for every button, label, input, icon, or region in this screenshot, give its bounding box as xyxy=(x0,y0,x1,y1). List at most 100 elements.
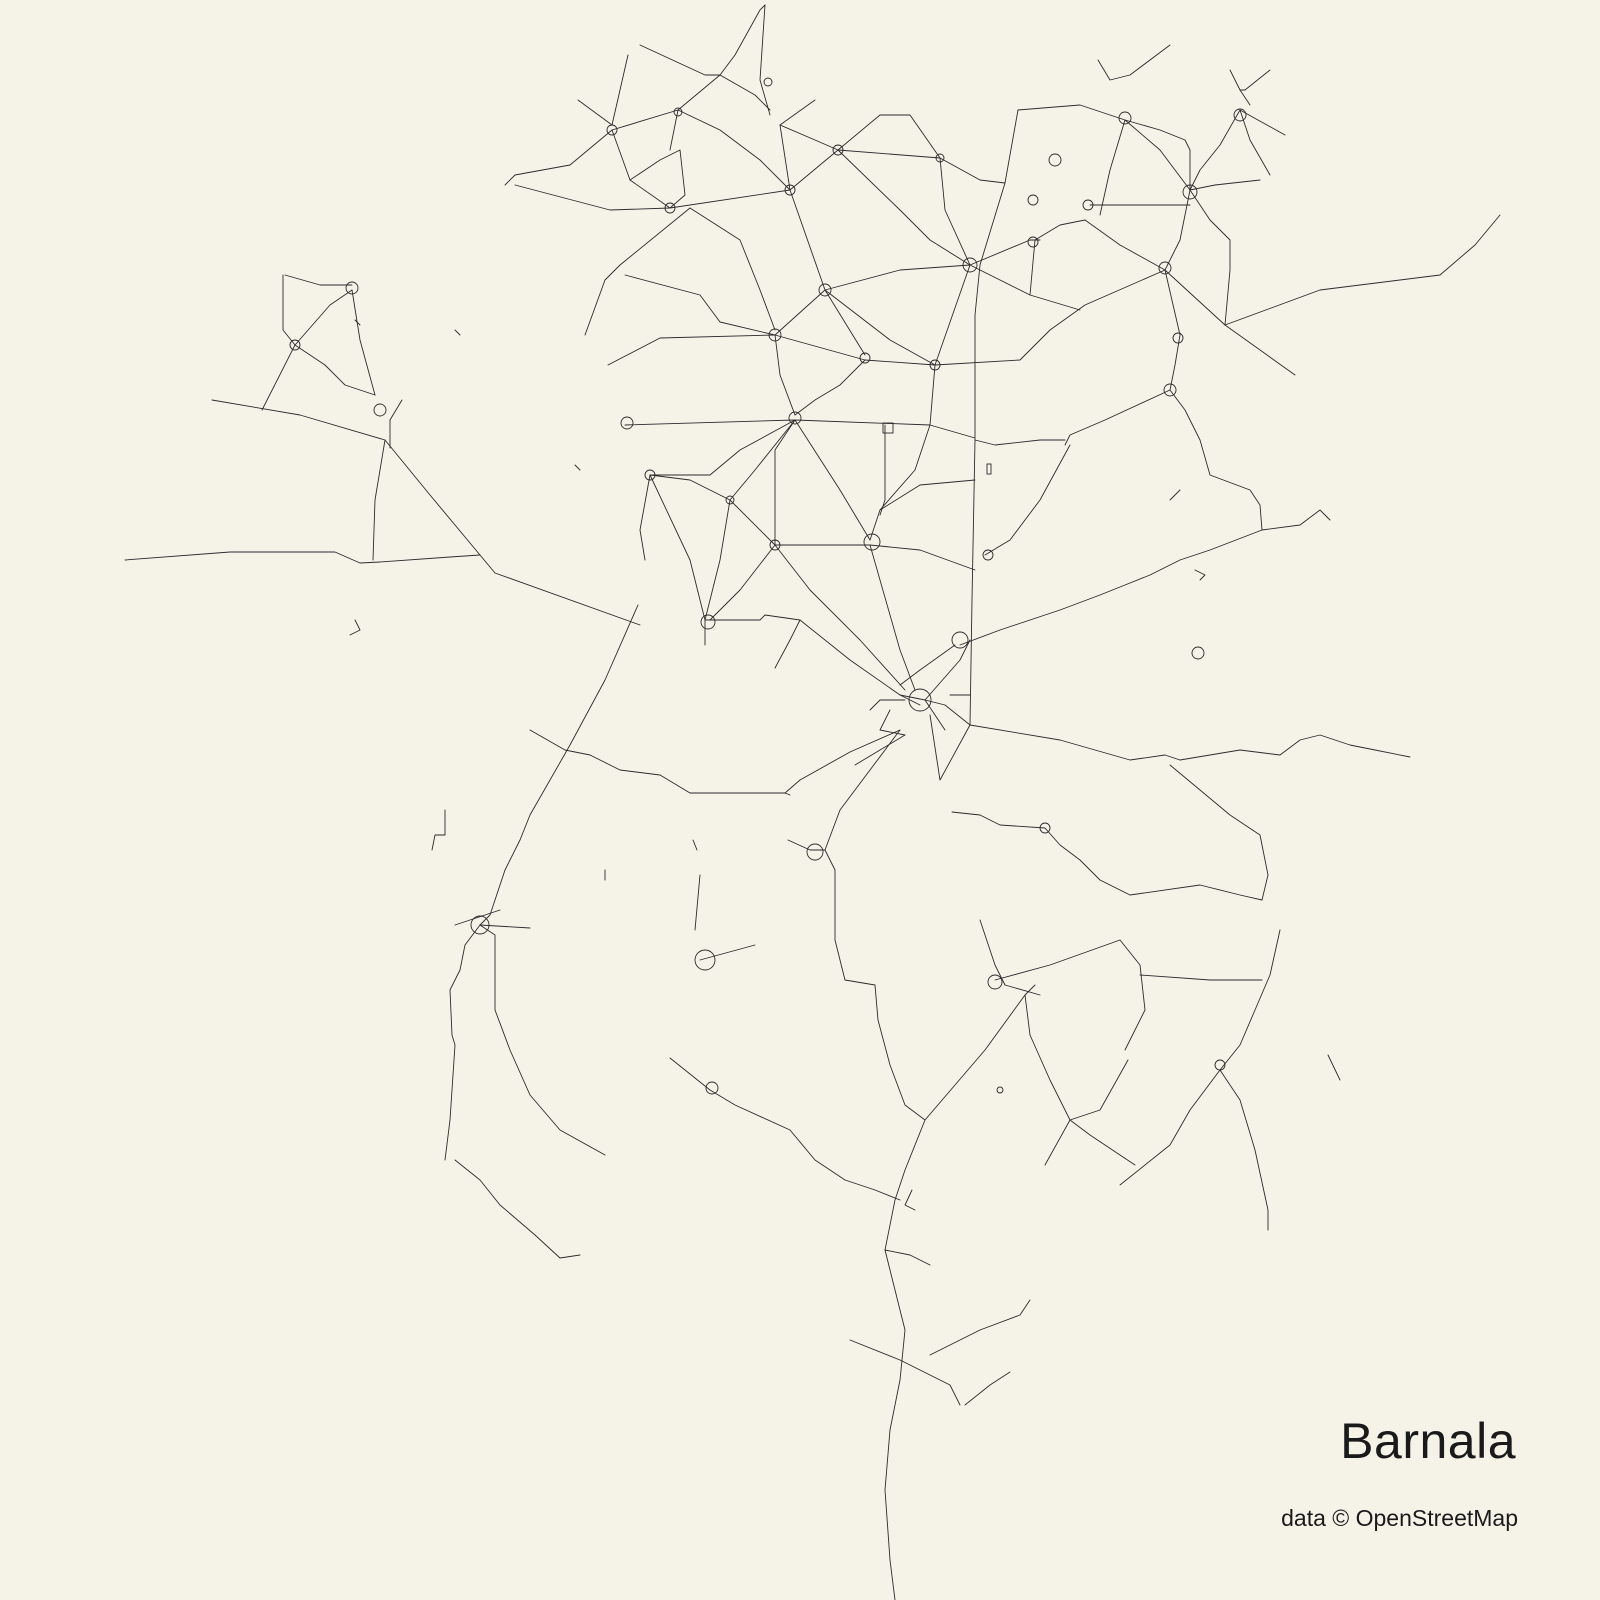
road xyxy=(964,1371,1011,1406)
road xyxy=(1169,764,1269,901)
road xyxy=(1219,929,1281,1071)
road xyxy=(879,479,976,511)
village-marker xyxy=(982,549,994,561)
map-title: Barnala xyxy=(1340,1413,1516,1469)
road xyxy=(1044,1059,1129,1166)
road xyxy=(1219,1069,1269,1231)
road xyxy=(454,329,461,336)
road xyxy=(774,289,826,336)
road xyxy=(951,811,1263,901)
village-marker xyxy=(1027,236,1039,248)
map-attribution: data © OpenStreetMap xyxy=(1281,1505,1518,1531)
road xyxy=(869,364,936,541)
road xyxy=(869,544,916,691)
road xyxy=(677,109,791,191)
road xyxy=(824,729,901,851)
village-marker xyxy=(644,469,656,481)
road-network xyxy=(124,4,1501,1600)
village-marker xyxy=(863,533,881,551)
road xyxy=(349,619,361,636)
road xyxy=(1224,214,1501,326)
road xyxy=(294,344,376,396)
road xyxy=(969,264,1081,311)
road xyxy=(884,1119,926,1600)
road xyxy=(294,289,353,346)
village-marker xyxy=(1191,646,1205,660)
road xyxy=(514,184,671,211)
road xyxy=(774,334,866,361)
road xyxy=(624,419,796,426)
road xyxy=(1017,104,1126,121)
road xyxy=(1189,189,1231,326)
road xyxy=(624,274,776,336)
road xyxy=(282,274,296,346)
village-marker xyxy=(620,416,634,430)
road xyxy=(669,1057,901,1201)
road xyxy=(869,544,976,571)
village-marker xyxy=(788,411,802,425)
road xyxy=(1239,69,1271,91)
road xyxy=(689,207,776,331)
road xyxy=(639,474,651,561)
village-marker xyxy=(962,257,978,273)
road xyxy=(431,809,446,851)
road xyxy=(351,289,376,396)
road xyxy=(1189,179,1261,191)
village-marker xyxy=(1082,199,1094,211)
road xyxy=(899,694,946,731)
road xyxy=(444,924,481,1161)
village-marker xyxy=(1039,822,1051,834)
road xyxy=(494,572,641,626)
village-marker xyxy=(1233,108,1247,122)
village-marker xyxy=(664,202,676,214)
settlement-clusters xyxy=(289,77,1247,1095)
road xyxy=(759,4,771,116)
road xyxy=(924,639,971,701)
road xyxy=(389,399,403,421)
road xyxy=(774,334,796,416)
road xyxy=(969,239,1041,266)
road xyxy=(864,359,936,366)
road xyxy=(1099,119,1126,216)
road xyxy=(649,474,706,621)
road xyxy=(669,109,679,151)
road xyxy=(649,419,796,476)
village-marker xyxy=(1118,111,1132,125)
road xyxy=(794,419,871,541)
road xyxy=(384,439,496,574)
road xyxy=(692,839,698,851)
village-marker xyxy=(768,328,782,342)
road xyxy=(124,551,481,564)
road xyxy=(479,924,606,1156)
road xyxy=(1189,109,1241,191)
road xyxy=(899,644,956,686)
village-marker xyxy=(806,843,824,861)
road xyxy=(372,439,386,561)
road xyxy=(1029,219,1086,296)
road xyxy=(784,729,901,794)
road xyxy=(454,1159,581,1259)
village-marker xyxy=(1182,184,1198,200)
road xyxy=(1169,489,1181,501)
road xyxy=(1179,734,1411,761)
road xyxy=(699,944,756,961)
road xyxy=(694,874,701,931)
village-marker xyxy=(882,422,894,434)
road xyxy=(994,939,1146,1051)
village-marker xyxy=(818,283,832,297)
village-marker xyxy=(606,124,618,136)
road xyxy=(934,264,971,366)
village-marker xyxy=(725,495,735,505)
road xyxy=(974,439,1066,446)
village-marker xyxy=(289,339,301,351)
road xyxy=(454,909,501,926)
village-marker xyxy=(929,359,941,371)
village-marker xyxy=(1158,261,1172,275)
road xyxy=(794,359,866,416)
road xyxy=(799,619,921,706)
road xyxy=(729,419,796,501)
road xyxy=(1097,44,1171,81)
road xyxy=(1164,269,1181,391)
